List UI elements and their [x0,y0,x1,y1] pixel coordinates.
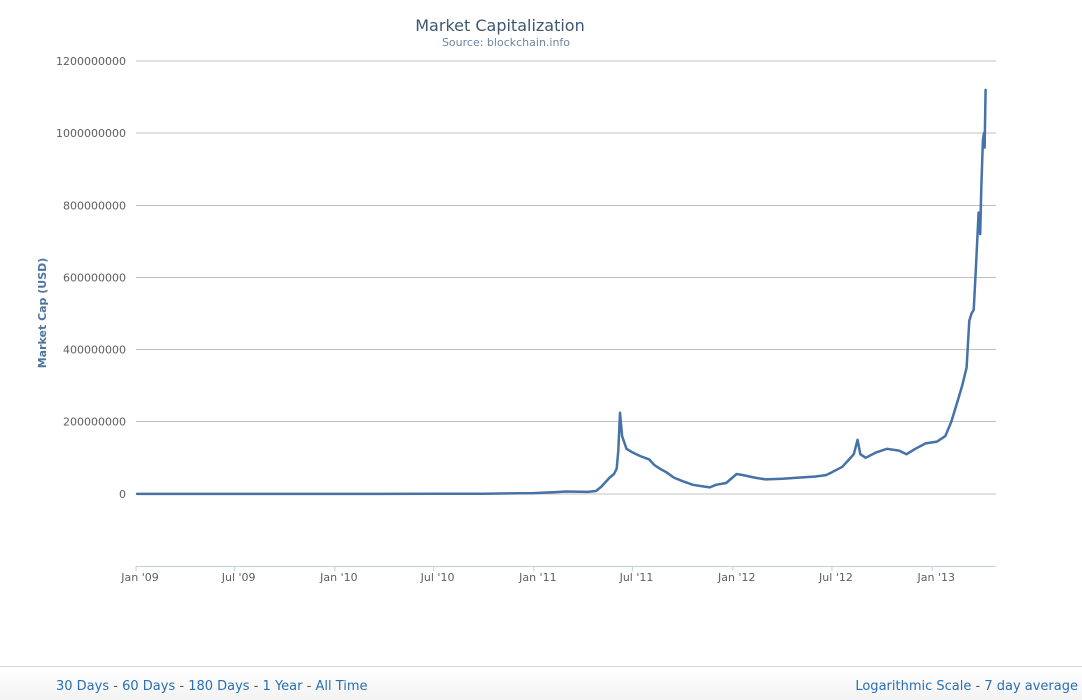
x-tick-label: Jul '10 [420,571,455,584]
x-tick-label: Jul '09 [221,571,256,584]
y-tick-label: 600000000 [63,271,126,284]
separator: - [249,679,263,694]
separator: - [175,679,189,694]
grid-lines [136,60,996,495]
x-tick-label: Jul '11 [619,571,654,584]
range-180-days-link[interactable]: 180 Days [188,679,250,694]
y-tick-label: 0 [119,488,126,501]
chart-subtitle: Source: blockchain.info [442,36,570,49]
series-layer [135,88,987,496]
x-tick-label: Jan '10 [319,571,357,584]
separator: - [302,679,316,694]
x-tick-label: Jan '12 [717,571,755,584]
separator: - [971,679,985,694]
logarithmic-scale-link[interactable]: Logarithmic Scale [855,679,972,694]
x-tick-label: Jan '11 [518,571,556,584]
separator: - [109,679,123,694]
y-tick-label: 1000000000 [56,127,126,140]
chart-options-links: Logarithmic Scale - 7 day average [855,679,1078,694]
x-tick-label: Jan '09 [120,571,158,584]
y-tick-label: 1200000000 [56,55,126,68]
chart-title: Market Capitalization [415,16,584,35]
y-tick-label: 800000000 [63,199,126,212]
x-tick-label: Jan '13 [916,571,954,584]
range-60-days-link[interactable]: 60 Days [122,679,176,694]
y-tick-label: 400000000 [63,344,126,357]
range-30-days-link[interactable]: 30 Days [56,679,110,694]
y-tick-label: 200000000 [63,416,126,429]
x-axis: Jan '09 Jul '09 Jan '10 Jul '10 Jan '11 Jul '… [120,566,996,584]
range-1-year-link[interactable]: 1 Year [262,679,303,694]
series-line [135,88,987,496]
seven-day-average-link[interactable]: 7 day average [984,679,1078,694]
y-axis-label: Market Cap (USD) [36,258,49,369]
time-range-links: 30 Days - 60 Days - 180 Days - 1 Year - … [56,679,368,694]
y-axis-ticks: 0 200000000 400000000 600000000 800000000 100… [56,55,126,501]
footer-bar: 30 Days - 60 Days - 180 Days - 1 Year - … [0,666,1082,700]
market-cap-chart: Market Capitalization Source: blockchain… [36,16,996,584]
x-tick-label: Jul '12 [818,571,853,584]
range-all-time-link[interactable]: All Time [315,679,368,694]
